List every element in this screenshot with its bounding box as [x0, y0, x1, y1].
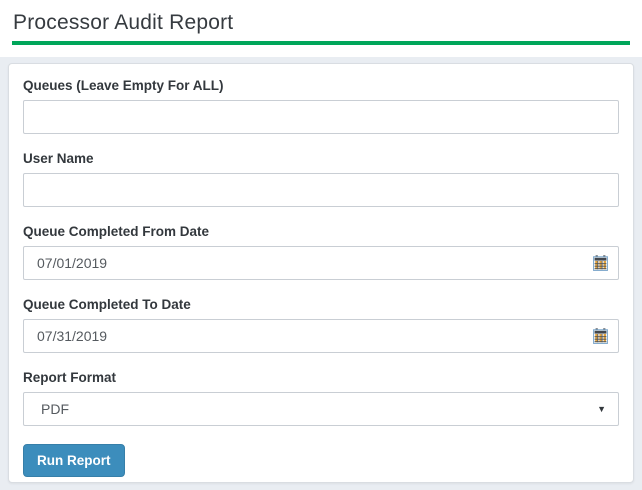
queues-field-group: Queues (Leave Empty For ALL): [23, 79, 619, 134]
queues-input[interactable]: [23, 100, 619, 134]
report-format-label: Report Format: [23, 370, 117, 385]
username-input[interactable]: [23, 173, 619, 207]
calendar-icon[interactable]: [593, 328, 608, 344]
report-format-field-group: Report Format PDF ▼: [23, 371, 619, 426]
calendar-icon[interactable]: [593, 255, 608, 271]
from-date-field-group: Queue Completed From Date: [23, 225, 619, 280]
to-date-field-group: Queue Completed To Date: [23, 298, 619, 353]
report-form-panel: Queues (Leave Empty For ALL) User Name Q…: [8, 63, 634, 483]
header-divider: [12, 41, 630, 45]
username-label: User Name: [23, 151, 94, 166]
run-report-button[interactable]: Run Report: [23, 444, 125, 477]
queues-label: Queues (Leave Empty For ALL): [23, 78, 224, 93]
from-date-input[interactable]: [23, 246, 619, 280]
username-field-group: User Name: [23, 152, 619, 207]
report-format-select[interactable]: PDF: [23, 392, 619, 426]
content-header: Processor Audit Report: [0, 0, 642, 57]
to-date-label: Queue Completed To Date: [23, 297, 191, 312]
page-title: Processor Audit Report: [13, 11, 234, 34]
to-date-input[interactable]: [23, 319, 619, 353]
from-date-label: Queue Completed From Date: [23, 224, 210, 239]
